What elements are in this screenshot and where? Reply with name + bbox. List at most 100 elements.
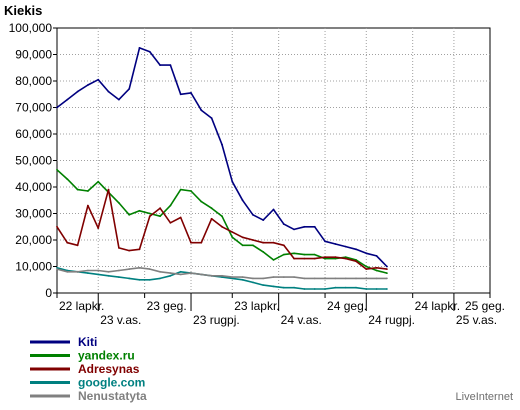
x-tick-label: 24 geg. xyxy=(327,299,367,313)
legend-label: Adresynas xyxy=(78,362,140,376)
y-tick-label: 30,000 xyxy=(15,207,52,221)
data-point xyxy=(210,117,213,119)
data-point xyxy=(375,266,378,269)
watermark: LiveInternet xyxy=(456,391,513,403)
data-point xyxy=(324,240,326,243)
data-point xyxy=(128,268,131,270)
data-point xyxy=(159,64,162,66)
data-point xyxy=(355,286,357,289)
y-axis: 0 10,000 20,000 30,000 40,000 50,000 60,000 70,… xyxy=(9,21,57,300)
data-point xyxy=(159,207,162,210)
data-point xyxy=(344,286,347,289)
x-tick-label: 24 v.as. xyxy=(281,313,322,327)
data-point xyxy=(324,288,326,290)
data-point xyxy=(231,180,234,183)
grid xyxy=(56,27,491,294)
data-point xyxy=(334,277,337,280)
data-point xyxy=(107,90,110,93)
data-point xyxy=(159,215,162,218)
data-point xyxy=(179,188,182,191)
data-point xyxy=(118,247,120,249)
data-point xyxy=(313,225,316,228)
data-point xyxy=(303,253,306,256)
data-point xyxy=(303,257,306,260)
legend-label: Nenustatyta xyxy=(78,389,147,403)
data-point xyxy=(375,277,378,280)
data-point xyxy=(252,244,254,247)
legend-label: google.com xyxy=(78,376,145,390)
data-point xyxy=(355,277,357,280)
data-point xyxy=(76,188,79,191)
legend-label: yandex.ru xyxy=(78,349,135,363)
data-point xyxy=(262,241,265,244)
data-point xyxy=(200,200,203,203)
data-point xyxy=(87,190,89,192)
data-point xyxy=(76,270,79,273)
data-point xyxy=(66,178,69,181)
data-point xyxy=(324,257,326,260)
data-point xyxy=(252,239,254,241)
data-point xyxy=(344,256,347,259)
data-point xyxy=(313,257,316,260)
y-tick-label: 0 xyxy=(45,286,52,300)
y-tick-label: 90,000 xyxy=(15,48,52,62)
data-point xyxy=(221,274,223,277)
data-point xyxy=(97,269,100,272)
data-point xyxy=(262,277,265,280)
data-point xyxy=(262,251,265,253)
data-point xyxy=(97,273,100,276)
data-point xyxy=(118,276,120,278)
data-point xyxy=(210,207,213,210)
y-tick-label: 40,000 xyxy=(15,180,52,194)
data-point xyxy=(56,266,58,269)
data-point xyxy=(272,276,275,278)
data-point xyxy=(190,92,192,94)
data-point xyxy=(118,202,120,204)
data-point xyxy=(272,285,275,288)
data-point xyxy=(169,221,172,224)
data-point xyxy=(365,268,368,270)
data-point xyxy=(293,276,295,278)
y-tick-label: 20,000 xyxy=(15,233,52,247)
data-point xyxy=(97,227,100,230)
y-tick-label: 80,000 xyxy=(15,74,52,88)
data-point xyxy=(386,265,388,268)
data-point xyxy=(252,277,254,280)
data-point xyxy=(148,215,151,218)
data-point xyxy=(138,278,141,281)
data-point xyxy=(365,252,368,255)
data-point xyxy=(107,270,110,273)
data-point xyxy=(97,78,100,81)
data-point xyxy=(148,212,151,215)
data-point xyxy=(334,286,337,289)
data-point xyxy=(365,288,368,290)
data-point xyxy=(231,231,234,234)
data-point xyxy=(148,278,151,281)
data-point xyxy=(375,255,378,257)
data-point xyxy=(282,276,285,278)
data-point xyxy=(355,260,357,263)
x-axis: 22 lapkr.23 v.as. 23 geg. 23 rugpj.23 lapk… xyxy=(56,293,505,327)
data-point xyxy=(210,274,213,277)
series-lines xyxy=(56,47,388,290)
data-point xyxy=(107,188,110,191)
data-point xyxy=(252,281,254,284)
data-point xyxy=(221,225,223,228)
data-point xyxy=(334,243,337,245)
data-point xyxy=(210,217,213,220)
data-point xyxy=(375,269,378,272)
data-point xyxy=(138,209,141,212)
data-point xyxy=(159,270,162,273)
data-point xyxy=(282,286,285,289)
data-point xyxy=(282,223,285,226)
data-point xyxy=(66,241,69,244)
x-tick-label: 24 rugpj. xyxy=(368,313,415,327)
data-point xyxy=(355,248,357,251)
data-point xyxy=(272,208,275,211)
data-point xyxy=(200,273,203,276)
data-point xyxy=(313,288,316,290)
data-point xyxy=(272,241,275,244)
x-tick-label: 23 rugpj. xyxy=(193,313,240,327)
data-point xyxy=(344,277,347,280)
data-point xyxy=(76,244,79,247)
